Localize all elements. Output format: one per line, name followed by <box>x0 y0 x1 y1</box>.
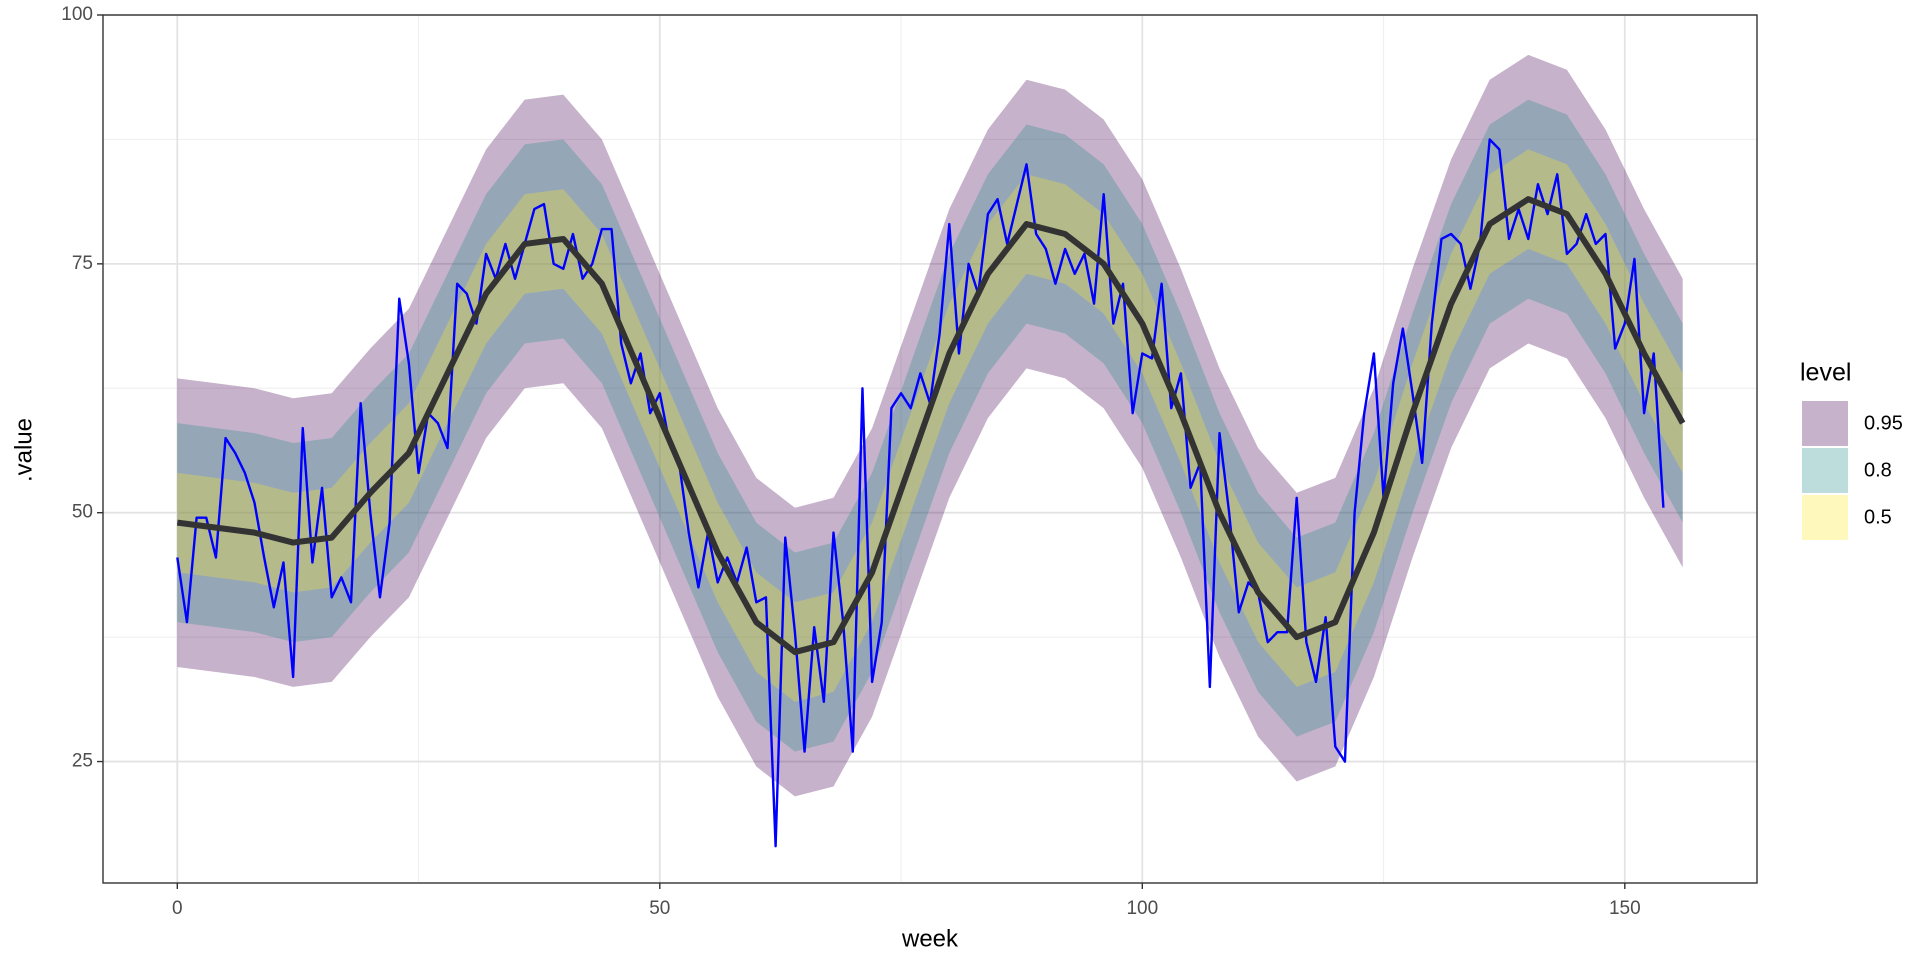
legend-key <box>1802 448 1848 493</box>
legend-key-bg <box>1802 448 1848 493</box>
y-tick-label: 75 <box>72 253 93 274</box>
x-tick-label: 50 <box>649 898 670 919</box>
legend-key <box>1802 401 1848 446</box>
y-tick-label: 100 <box>61 4 93 25</box>
y-tick-label: 50 <box>72 502 93 523</box>
x-tick-label: 150 <box>1609 898 1641 919</box>
legend-label: 0.8 <box>1864 459 1892 481</box>
axes: 25 50 75 100 0 50 100 150 <box>61 4 1640 919</box>
legend-key-bg <box>1802 495 1848 540</box>
panel-border <box>102 14 1758 884</box>
legend-key <box>1802 495 1848 540</box>
x-tick-label: 0 <box>172 898 183 919</box>
ribbon <box>177 149 1683 702</box>
x-tick-label: 100 <box>1126 898 1158 919</box>
legend-key-bg <box>1802 401 1848 446</box>
y-tick-label: 25 <box>72 751 93 772</box>
series-line <box>176 138 1665 848</box>
plot-area <box>176 54 1686 848</box>
x-axis-title: week <box>901 925 959 952</box>
series-line <box>176 196 1686 656</box>
legend-label: 0.95 <box>1864 412 1903 434</box>
legend-label: 0.5 <box>1864 506 1892 528</box>
y-axis-title: .value <box>10 418 37 482</box>
legend-title: level <box>1800 359 1851 387</box>
legend: 0.95 0.8 0.5 <box>1802 401 1903 540</box>
